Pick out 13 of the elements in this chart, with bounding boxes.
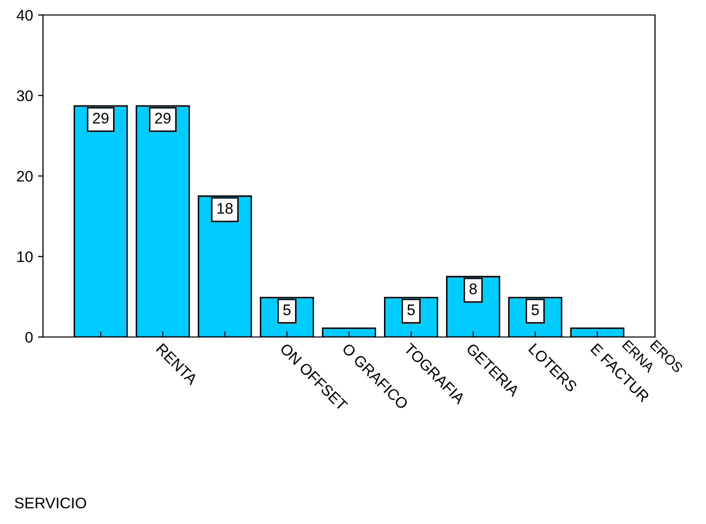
data-label: 18 [218,202,233,214]
y-tick-label: 30 [16,90,33,102]
data-label: 5 [407,304,415,316]
y-tick-label: 20 [17,170,33,182]
y-tick-label: 10 [17,251,33,262]
data-label: 5 [532,304,539,316]
data-label: 29 [92,112,108,124]
data-label: 8 [470,283,477,294]
y-tick-label: 40 [16,10,33,21]
data-label: 29 [155,112,171,124]
data-label: 5 [283,304,291,316]
y-tick-label: 0 [25,332,33,343]
text: SERVICIO [14,498,86,508]
